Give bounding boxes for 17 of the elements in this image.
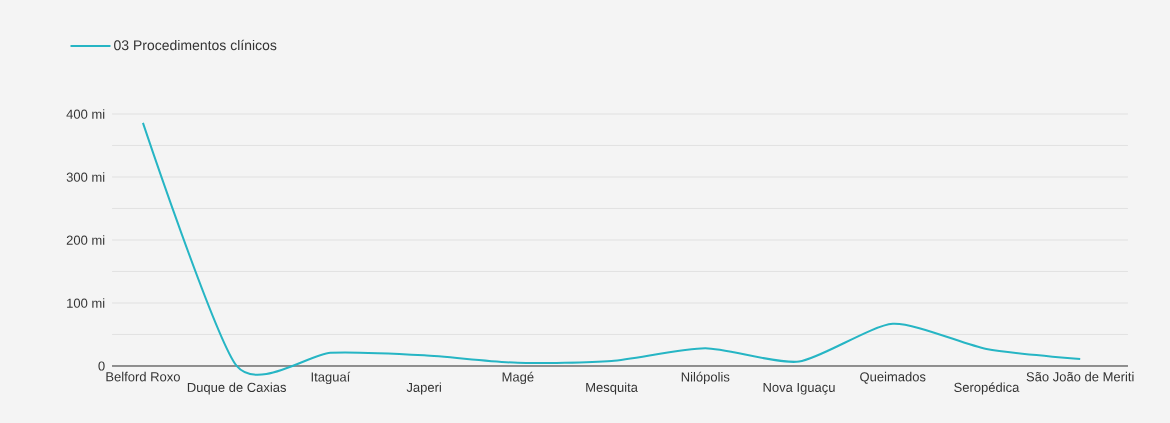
y-tick-label: 100 mi	[67, 298, 105, 308]
x-tick-label: Queimados	[860, 371, 926, 384]
x-tick-label: Itaguaí	[311, 371, 351, 385]
x-tick-label: Belford Roxo	[106, 371, 180, 382]
x-tick-label: Nilópolis	[681, 371, 730, 385]
x-tick-label: Nova Iguaçu	[763, 382, 835, 395]
y-tick-label: 0	[98, 361, 105, 371]
x-tick-label: Japeri	[406, 382, 441, 395]
x-tick-label: Seropédica	[954, 382, 1020, 395]
x-tick-label: Duque de Caxias	[187, 382, 287, 395]
y-tick-label: 200 mi	[66, 235, 105, 245]
y-tick-label: 300 mi	[66, 172, 105, 182]
y-tick-label: 400 mi	[66, 109, 105, 119]
legend-label: 03 Procedimentos clínicos	[114, 39, 277, 51]
x-tick-label: Magé	[502, 371, 534, 385]
x-tick-label: Mesquita	[586, 382, 638, 395]
x-tick-label: São João de Meriti	[1026, 371, 1134, 382]
